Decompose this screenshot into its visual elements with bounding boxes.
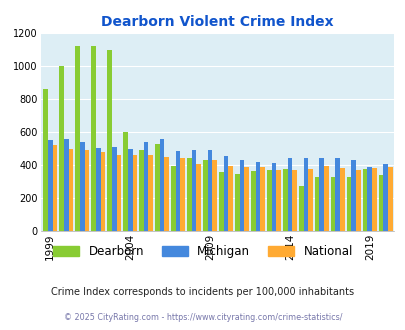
- Bar: [212, 160, 217, 231]
- Bar: [382, 164, 387, 231]
- Bar: [339, 168, 344, 231]
- Bar: [164, 157, 169, 231]
- Bar: [239, 160, 244, 231]
- Bar: [367, 167, 371, 231]
- Bar: [298, 186, 303, 231]
- Bar: [139, 150, 143, 231]
- Bar: [202, 160, 207, 231]
- Bar: [154, 144, 159, 231]
- Bar: [79, 142, 84, 231]
- Bar: [111, 147, 116, 231]
- Bar: [362, 169, 367, 231]
- Bar: [292, 170, 296, 231]
- Bar: [191, 150, 196, 231]
- Bar: [48, 140, 53, 231]
- Bar: [143, 142, 148, 231]
- Bar: [244, 167, 249, 231]
- Bar: [128, 149, 132, 231]
- Bar: [53, 145, 57, 231]
- Bar: [148, 155, 153, 231]
- Bar: [171, 166, 175, 231]
- Bar: [64, 139, 68, 231]
- Bar: [100, 152, 105, 231]
- Title: Dearborn Violent Crime Index: Dearborn Violent Crime Index: [101, 15, 333, 29]
- Bar: [255, 162, 260, 231]
- Bar: [43, 89, 48, 231]
- Bar: [276, 171, 280, 231]
- Bar: [371, 169, 376, 231]
- Bar: [346, 177, 351, 231]
- Bar: [228, 166, 232, 231]
- Bar: [319, 158, 324, 231]
- Bar: [68, 148, 73, 231]
- Bar: [59, 66, 64, 231]
- Text: Crime Index corresponds to incidents per 100,000 inhabitants: Crime Index corresponds to incidents per…: [51, 287, 354, 297]
- Bar: [218, 172, 223, 231]
- Bar: [282, 169, 287, 231]
- Bar: [91, 46, 96, 231]
- Bar: [355, 170, 360, 231]
- Bar: [234, 174, 239, 231]
- Bar: [335, 158, 339, 231]
- Bar: [223, 156, 228, 231]
- Bar: [260, 167, 264, 231]
- Bar: [307, 170, 312, 231]
- Bar: [250, 171, 255, 231]
- Bar: [180, 158, 185, 231]
- Bar: [186, 158, 191, 231]
- Bar: [175, 151, 180, 231]
- Bar: [378, 175, 382, 231]
- Text: © 2025 CityRating.com - https://www.cityrating.com/crime-statistics/: © 2025 CityRating.com - https://www.city…: [64, 313, 341, 322]
- Bar: [314, 178, 319, 231]
- Bar: [303, 158, 307, 231]
- Bar: [324, 166, 328, 231]
- Bar: [387, 167, 392, 231]
- Bar: [351, 160, 355, 231]
- Bar: [266, 170, 271, 231]
- Legend: Dearborn, Michigan, National: Dearborn, Michigan, National: [53, 245, 352, 258]
- Bar: [132, 155, 137, 231]
- Bar: [123, 132, 128, 231]
- Bar: [107, 50, 111, 231]
- Bar: [159, 139, 164, 231]
- Bar: [96, 148, 100, 231]
- Bar: [330, 177, 335, 231]
- Bar: [75, 46, 79, 231]
- Bar: [84, 150, 89, 231]
- Bar: [271, 163, 276, 231]
- Bar: [207, 150, 212, 231]
- Bar: [116, 155, 121, 231]
- Bar: [287, 158, 292, 231]
- Bar: [196, 164, 201, 231]
